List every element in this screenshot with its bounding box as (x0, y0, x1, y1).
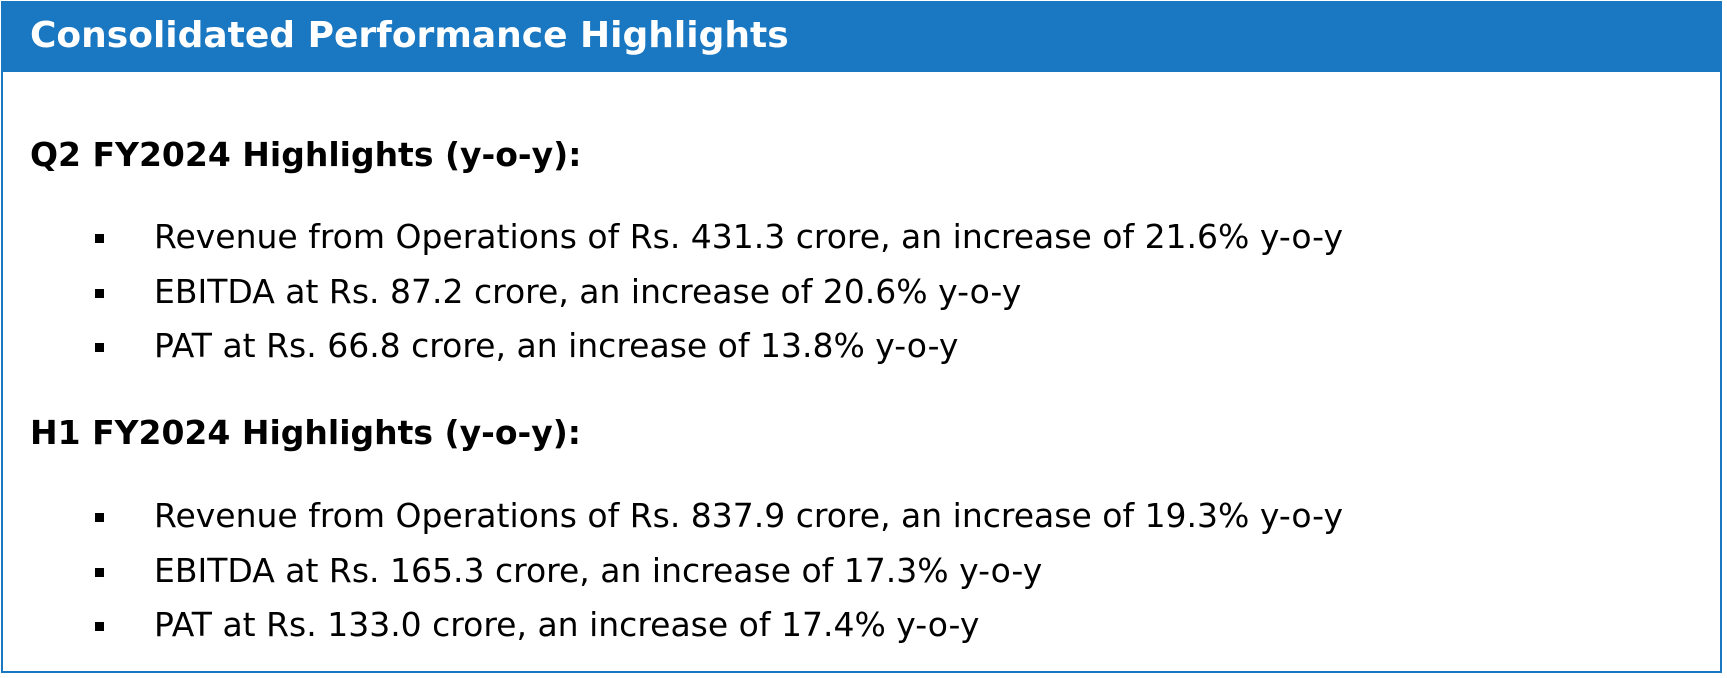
square-bullet-icon (95, 568, 104, 577)
list-item: PAT at Rs. 133.0 crore, an increase of 1… (3, 600, 1720, 650)
list-item: PAT at Rs. 66.8 crore, an increase of 13… (3, 321, 1720, 371)
square-bullet-icon (95, 234, 104, 243)
list-item-text: PAT at Rs. 133.0 crore, an increase of 1… (154, 605, 980, 644)
panel-header: Consolidated Performance Highlights (3, 3, 1720, 72)
panel-title: Consolidated Performance Highlights (30, 15, 789, 56)
square-bullet-icon (95, 513, 104, 522)
list-item: EBITDA at Rs. 165.3 crore, an increase o… (3, 546, 1720, 596)
list-item: Revenue from Operations of Rs. 431.3 cro… (3, 212, 1720, 262)
square-bullet-icon (95, 622, 104, 631)
section-title-h1: H1 FY2024 Highlights (y-o-y): (30, 413, 581, 452)
square-bullet-icon (95, 289, 104, 298)
section-title-q2: Q2 FY2024 Highlights (y-o-y): (30, 135, 582, 174)
list-item-text: Revenue from Operations of Rs. 837.9 cro… (154, 496, 1344, 535)
list-item-text: EBITDA at Rs. 87.2 crore, an increase of… (154, 272, 1022, 311)
list-item-text: EBITDA at Rs. 165.3 crore, an increase o… (154, 551, 1043, 590)
list-item: EBITDA at Rs. 87.2 crore, an increase of… (3, 267, 1720, 317)
list-item-text: PAT at Rs. 66.8 crore, an increase of 13… (154, 326, 959, 365)
square-bullet-icon (95, 343, 104, 352)
list-item: Revenue from Operations of Rs. 837.9 cro… (3, 491, 1720, 541)
list-item-text: Revenue from Operations of Rs. 431.3 cro… (154, 217, 1344, 256)
